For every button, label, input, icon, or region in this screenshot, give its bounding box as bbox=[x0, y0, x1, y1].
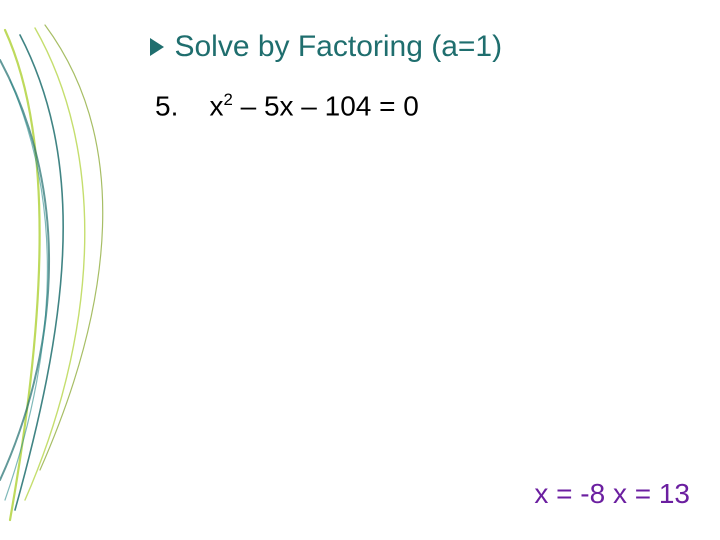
problem-number: 5. bbox=[155, 90, 178, 121]
problem-line: 5. x2 – 5x – 104 = 0 bbox=[155, 90, 419, 122]
slide: Solve by Factoring (a=1) 5. x2 – 5x – 10… bbox=[0, 0, 720, 540]
title-accent-triangle bbox=[150, 38, 164, 56]
problem-base: x bbox=[209, 90, 223, 121]
problem-exponent: 2 bbox=[223, 90, 232, 109]
corner-decor bbox=[0, 0, 160, 540]
title-text: Solve by Factoring (a=1) bbox=[174, 30, 502, 64]
answer-text: x = -8 x = 13 bbox=[534, 478, 690, 510]
problem-rest: – 5x – 104 = 0 bbox=[233, 90, 419, 121]
slide-title: Solve by Factoring (a=1) bbox=[150, 30, 502, 64]
